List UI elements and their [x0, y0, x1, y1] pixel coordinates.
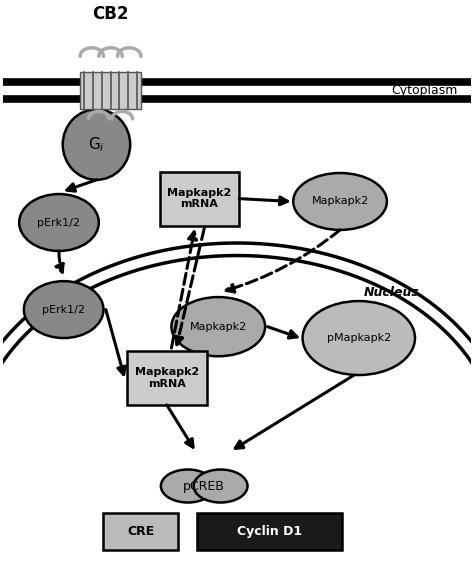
FancyBboxPatch shape — [127, 351, 207, 405]
Text: pCREB: pCREB — [183, 479, 225, 493]
Ellipse shape — [302, 301, 415, 375]
FancyArrowPatch shape — [235, 375, 354, 448]
FancyArrowPatch shape — [239, 197, 287, 205]
FancyArrowPatch shape — [175, 228, 204, 344]
Text: pErk1/2: pErk1/2 — [37, 218, 81, 227]
Ellipse shape — [24, 281, 103, 338]
FancyArrowPatch shape — [56, 251, 63, 272]
Text: Nucleus: Nucleus — [364, 286, 419, 299]
Ellipse shape — [19, 194, 99, 251]
FancyBboxPatch shape — [160, 171, 239, 226]
FancyArrowPatch shape — [167, 405, 193, 447]
Ellipse shape — [194, 470, 247, 503]
Text: Cytoplasm: Cytoplasm — [391, 84, 457, 97]
FancyArrowPatch shape — [94, 104, 99, 110]
Ellipse shape — [293, 173, 387, 230]
FancyArrowPatch shape — [106, 310, 125, 374]
FancyArrowPatch shape — [67, 180, 97, 191]
FancyArrowPatch shape — [172, 232, 197, 348]
FancyArrowPatch shape — [267, 327, 297, 338]
Ellipse shape — [63, 109, 130, 180]
Text: Mapkapk2: Mapkapk2 — [311, 196, 369, 207]
Text: G$_i$: G$_i$ — [88, 135, 105, 154]
Text: CB2: CB2 — [92, 5, 129, 23]
Ellipse shape — [161, 470, 215, 503]
Text: Mapkapk2: Mapkapk2 — [190, 321, 247, 332]
FancyBboxPatch shape — [103, 513, 178, 550]
Text: Cyclin D1: Cyclin D1 — [237, 525, 302, 538]
Text: pMapkapk2: pMapkapk2 — [327, 333, 391, 343]
FancyBboxPatch shape — [80, 72, 141, 109]
Text: pErk1/2: pErk1/2 — [42, 305, 85, 314]
Text: Mapkapk2
mRNA: Mapkapk2 mRNA — [135, 367, 199, 389]
Ellipse shape — [172, 297, 265, 356]
FancyArrowPatch shape — [226, 230, 340, 292]
Text: CRE: CRE — [128, 525, 155, 538]
FancyBboxPatch shape — [197, 513, 342, 550]
Text: Mapkapk2
mRNA: Mapkapk2 mRNA — [167, 188, 232, 209]
